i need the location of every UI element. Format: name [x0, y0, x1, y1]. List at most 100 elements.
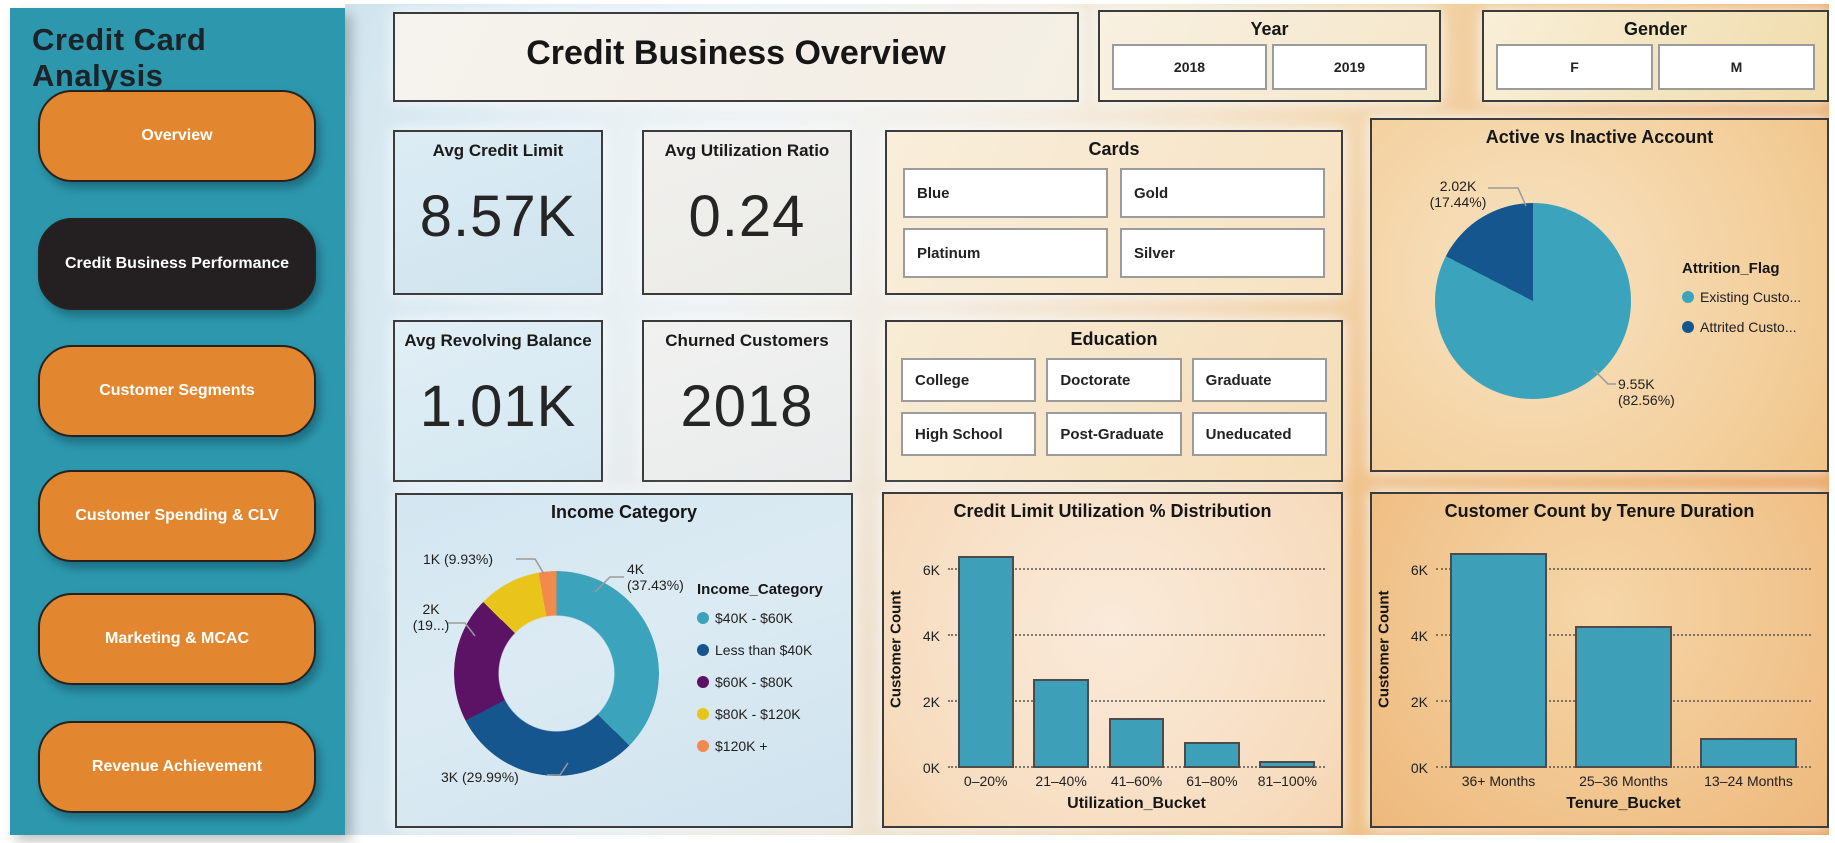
education-option-college[interactable]: College	[901, 358, 1037, 402]
x-tick-21-40: 21–40%	[1035, 773, 1087, 789]
gender-option-f[interactable]: F	[1496, 44, 1653, 90]
attrition-legend-attrited-custo[interactable]: Attrited Custo...	[1682, 319, 1801, 335]
education-option-graduate[interactable]: Graduate	[1191, 358, 1327, 402]
income-legend-120k[interactable]: $120K +	[697, 738, 823, 754]
cards-options: Blue Gold Platinum Silver	[887, 160, 1341, 278]
sidebar-item-revenue-achievement[interactable]: Revenue Achievement	[38, 721, 316, 813]
income-legend: Income_Category $40K - $60K Less than $40…	[697, 581, 823, 770]
legend-color-dot	[697, 676, 709, 688]
income-legend-80k-120k[interactable]: $80K - $120K	[697, 706, 823, 722]
bar-0-20[interactable]	[957, 556, 1014, 768]
attrition-legend-existing-custo[interactable]: Existing Custo...	[1682, 289, 1801, 305]
bar-25-36-months[interactable]	[1574, 625, 1673, 768]
attrition-pie-panel: Active vs Inactive Account 2.02K (17.44%…	[1370, 118, 1829, 472]
legend-title: Income_Category	[697, 581, 823, 598]
attrition-pie-area: 2.02K (17.44%) 9.55K (82.56%) Attrition_…	[1372, 148, 1827, 464]
chart-title: Customer Count by Tenure Duration	[1444, 501, 1755, 521]
bar-cell	[1561, 530, 1686, 768]
x-tick-0-20: 0–20%	[963, 773, 1008, 789]
donut-data-label-less-than-40k: 3K (29.99%)	[441, 769, 519, 785]
app-title: Credit Card Analysis	[32, 22, 207, 93]
education-option-uneducated[interactable]: Uneducated	[1191, 412, 1327, 456]
legend-color-dot	[1682, 291, 1694, 303]
kpi-label: Avg Credit Limit	[432, 141, 564, 160]
utilization-bar-panel: Credit Limit Utilization % Distribution …	[882, 492, 1343, 828]
donut-data-label-80k-120k: 1K (9.93%)	[423, 551, 494, 567]
income-donut-chart[interactable]	[454, 571, 659, 776]
sidebar-item-customer-segments[interactable]: Customer Segments	[38, 345, 316, 437]
legend-label: $60K - $80K	[715, 674, 793, 690]
year-option-2018[interactable]: 2018	[1112, 44, 1267, 90]
y-tick-4K: 4K	[1410, 627, 1428, 644]
gender-option-m[interactable]: M	[1658, 44, 1815, 90]
bar-cell	[948, 530, 1023, 768]
legend-label: Attrited Custo...	[1700, 319, 1797, 335]
bar-cell	[1250, 530, 1325, 768]
x-tick-81-100: 81–100%	[1257, 773, 1317, 789]
kpi-value: 1.01K	[419, 374, 577, 439]
y-axis-ticks: 0K 2K 4K 6K	[908, 530, 948, 776]
income-legend-40k-60k[interactable]: $40K - $60K	[697, 610, 823, 626]
legend-label: $80K - $120K	[715, 706, 801, 722]
bar-13-24-months[interactable]	[1699, 738, 1798, 768]
y-tick-0K: 0K	[922, 760, 940, 776]
kpi-value: 2018	[680, 374, 814, 439]
x-axis-label: Tenure_Bucket	[1566, 795, 1681, 812]
education-option-doctorate[interactable]: Doctorate	[1046, 358, 1182, 402]
income-legend-less-than-40k[interactable]: Less than $40K	[697, 642, 823, 658]
pie-data-label-attrited: 2.02K (17.44%)	[1429, 178, 1487, 210]
kpi-avg-revolving-balance: Avg Revolving Balance 1.01K	[393, 320, 603, 482]
kpi-value: 0.24	[688, 184, 806, 249]
y-tick-2K: 2K	[922, 693, 940, 710]
bars	[1436, 530, 1811, 768]
legend-color-dot	[697, 644, 709, 656]
kpi-churned-customers: Churned Customers 2018	[642, 320, 852, 482]
chart-title: Income Category	[550, 502, 698, 522]
sidebar-item-marketing-mcac[interactable]: Marketing & MCAC	[38, 593, 316, 685]
education-option-high-school[interactable]: High School	[901, 412, 1037, 456]
legend-color-dot	[697, 708, 709, 720]
gridline-6K	[1436, 567, 1811, 570]
education-option-post-graduate[interactable]: Post-Graduate	[1046, 412, 1182, 456]
kpi-label: Avg Utilization Ratio	[664, 141, 830, 160]
cards-slicer: Cards Blue Gold Platinum Silver	[885, 130, 1343, 295]
plot-area	[1436, 530, 1811, 768]
bar-21-40[interactable]	[1033, 678, 1089, 768]
bar-81-100[interactable]	[1259, 761, 1316, 768]
cards-option-gold[interactable]: Gold	[1120, 168, 1325, 218]
bar-36-months[interactable]	[1449, 553, 1548, 768]
y-tick-4K: 4K	[922, 627, 940, 644]
utilization-chart: Customer Count 0K 2K 4K 6K 0–20% 21–40% 41–60…	[884, 530, 1341, 818]
x-axis-ticks: 0–20% 21–40% 41–60% 61–80% 81–100%	[948, 768, 1325, 792]
bar-cell	[1686, 530, 1811, 768]
chart-title: Active vs Inactive Account	[1485, 127, 1714, 147]
x-tick-13-24-months: 13–24 Months	[1704, 773, 1793, 789]
legend-label: $40K - $60K	[715, 610, 793, 626]
legend-label: $120K +	[715, 738, 768, 754]
bar-61-80[interactable]	[1184, 741, 1240, 768]
attrition-pie-chart[interactable]	[1435, 203, 1631, 399]
year-options: 2018 2019	[1100, 40, 1439, 90]
sidebar-item-overview[interactable]: Overview	[38, 90, 316, 182]
cards-option-platinum[interactable]: Platinum	[903, 228, 1108, 278]
cards-slicer-title: Cards	[1088, 139, 1140, 159]
sidebar-item-customer-spending-clv[interactable]: Customer Spending & CLV	[38, 470, 316, 562]
sidebar-item-credit-business-performance[interactable]: Credit Business Performance	[38, 218, 316, 310]
cards-option-blue[interactable]: Blue	[903, 168, 1108, 218]
bar-cell	[1099, 530, 1174, 768]
cards-option-silver[interactable]: Silver	[1120, 228, 1325, 278]
y-tick-0K: 0K	[1410, 760, 1428, 776]
year-option-2019[interactable]: 2019	[1272, 44, 1427, 90]
kpi-label: Churned Customers	[665, 331, 829, 350]
y-tick-6K: 6K	[922, 561, 940, 578]
bar-cell	[1023, 530, 1098, 768]
income-legend-60k-80k[interactable]: $60K - $80K	[697, 674, 823, 690]
bar-41-60[interactable]	[1108, 718, 1165, 768]
education-options: College Doctorate Graduate High School Post-…	[887, 350, 1341, 456]
education-slicer: Education College Doctorate Graduate High S…	[885, 320, 1343, 482]
income-donut-panel: Income Category 4K (37.43%) 1K (9.93%) 2…	[395, 493, 853, 828]
x-tick-25-36-months: 25–36 Months	[1579, 773, 1668, 789]
